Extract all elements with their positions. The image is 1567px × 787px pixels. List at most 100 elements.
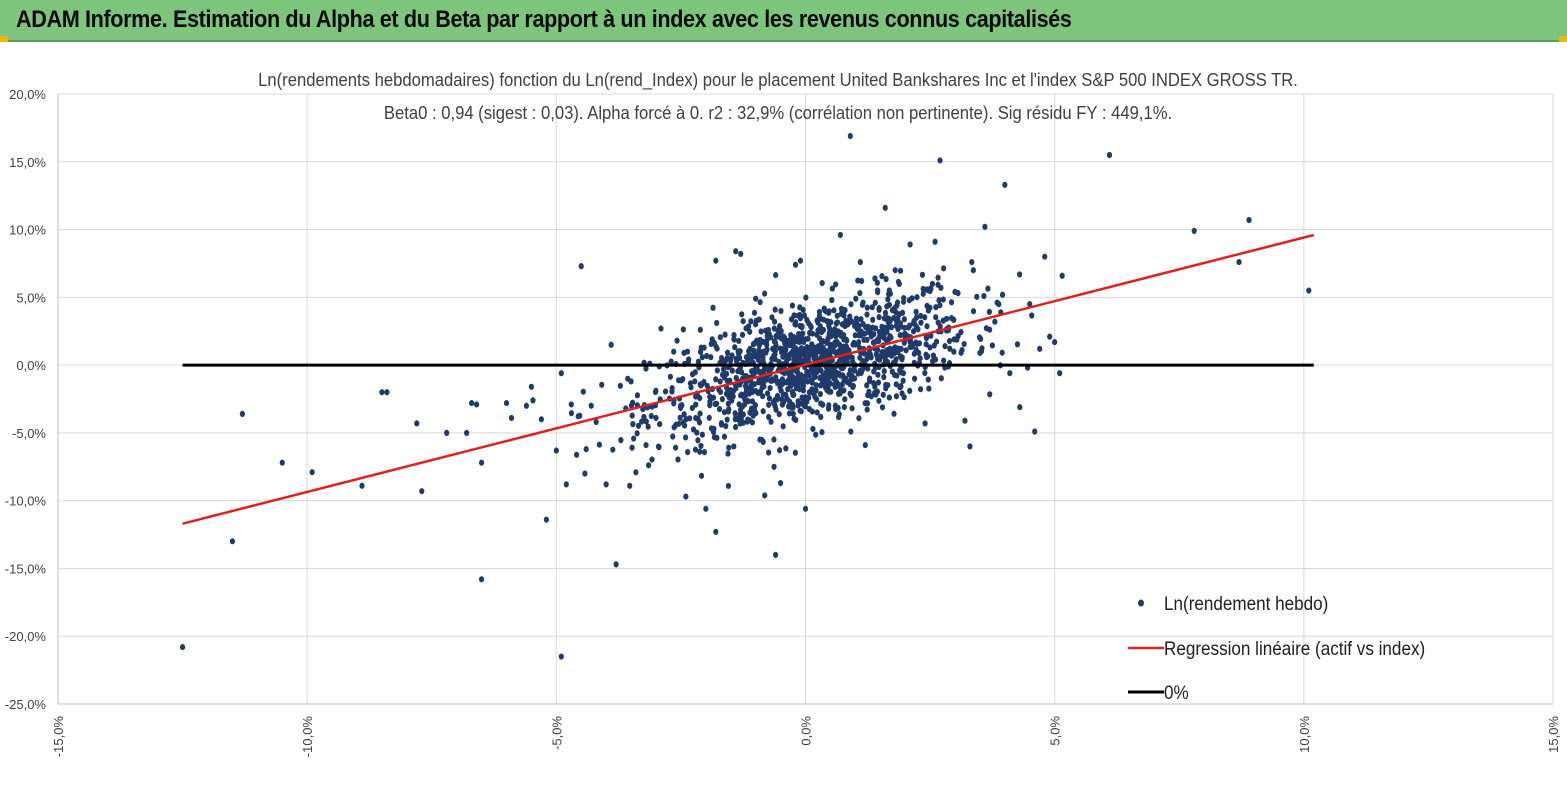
scatter-point — [625, 375, 631, 382]
scatter-point — [782, 340, 788, 347]
scatter-point — [818, 400, 824, 407]
scatter-point — [687, 380, 693, 387]
scatter-point — [697, 394, 703, 402]
scatter-point — [881, 373, 887, 381]
scatter-point — [862, 330, 868, 337]
scatter-point — [653, 387, 659, 394]
scatter-point — [724, 349, 731, 356]
scatter-point — [676, 420, 682, 427]
y-tick-label: 15,0% — [9, 155, 46, 170]
scatter-point — [1306, 287, 1312, 294]
scatter-point — [630, 399, 636, 406]
legend-marker-points — [1138, 599, 1144, 607]
scatter-point — [876, 397, 882, 404]
scatter-point — [858, 316, 864, 323]
scatter-point — [749, 398, 756, 405]
scatter-point — [985, 285, 991, 292]
scatter-point — [733, 374, 739, 382]
scatter-point — [742, 390, 749, 397]
scatter-point — [815, 319, 821, 326]
scatter-point — [697, 326, 703, 333]
scatter-point — [798, 408, 804, 415]
scatter-point — [773, 333, 779, 340]
scatter-point — [836, 413, 842, 421]
scatter-point — [802, 505, 809, 512]
scatter-point — [743, 385, 750, 393]
scatter-point — [629, 412, 635, 419]
scatter-point — [834, 382, 840, 389]
scatter-point — [983, 325, 990, 332]
scatter-point — [698, 442, 704, 450]
scatter-point — [816, 335, 823, 342]
scatter-point — [797, 257, 804, 264]
scatter-point — [893, 381, 899, 388]
scatter-point — [817, 382, 824, 389]
scatter-point — [634, 430, 640, 437]
scatter-point — [697, 448, 703, 455]
scatter-point — [709, 336, 715, 343]
scatter-point — [874, 287, 881, 294]
scatter-point — [726, 444, 732, 451]
scatter-point — [911, 375, 918, 382]
scatter-point — [701, 344, 707, 351]
scatter-point — [648, 412, 654, 420]
scatter-point — [800, 338, 807, 345]
report-title: ADAM Informe. Estimation du Alpha et du … — [16, 6, 1072, 33]
scatter-point — [862, 441, 868, 449]
scatter-point — [787, 338, 793, 345]
scatter-point — [1057, 370, 1063, 377]
scatter-point — [749, 419, 755, 426]
scatter-point — [1042, 253, 1048, 260]
x-tick-label: 15,0% — [1546, 716, 1561, 753]
scatter-point — [780, 398, 786, 406]
scatter-point — [726, 394, 732, 401]
scatter-point — [747, 328, 753, 335]
scatter-point — [718, 420, 725, 427]
scatter-point — [898, 383, 904, 390]
scatter-point — [895, 278, 902, 286]
y-tick-label: 5,0% — [16, 290, 46, 305]
scatter-point — [179, 643, 186, 651]
scatter-point — [999, 349, 1005, 356]
scatter-point — [918, 312, 924, 320]
scatter-point — [847, 132, 853, 140]
scatter-point — [795, 402, 801, 409]
scatter-point — [936, 297, 942, 304]
scatter-point — [696, 419, 703, 426]
scatter-point — [948, 299, 955, 306]
scatter-point — [857, 354, 863, 361]
scatter-point — [814, 344, 820, 352]
scatter-point — [915, 326, 921, 333]
scatter-point — [887, 318, 893, 325]
scatter-point — [752, 340, 758, 347]
scatter-point — [935, 319, 941, 326]
scatter-point — [643, 365, 649, 372]
scatter-point — [879, 404, 886, 411]
scatter-point — [809, 408, 815, 415]
scatter-point — [474, 401, 480, 408]
scatter-point — [707, 398, 713, 405]
scatter-point — [913, 314, 920, 321]
scatter-point — [974, 293, 980, 300]
scatter-point — [829, 285, 835, 292]
scatter-point — [740, 318, 746, 325]
scatter-point — [683, 434, 689, 441]
scatter-point — [914, 294, 920, 301]
scatter-chart: 20,0% 15,0% 10,0% 5,0% 0,0% -5,0% -10,0% -15,0%… — [5, 69, 1561, 758]
scatter-point — [947, 345, 953, 352]
scatter-point — [820, 316, 826, 323]
scatter-point — [773, 271, 779, 279]
scatter-point — [776, 358, 782, 365]
scatter-point — [727, 377, 733, 384]
scatter-point — [716, 405, 723, 413]
scatter-point — [937, 157, 943, 164]
scatter-point — [919, 271, 926, 278]
scatter-point — [618, 437, 624, 444]
scatter-point — [989, 342, 995, 349]
scatter-point — [885, 296, 891, 303]
scatter-point — [795, 312, 801, 319]
scatter-point — [464, 429, 470, 436]
scatter-point — [379, 389, 385, 396]
scatter-point — [967, 443, 973, 450]
x-tick-label: -10,0% — [300, 716, 315, 758]
